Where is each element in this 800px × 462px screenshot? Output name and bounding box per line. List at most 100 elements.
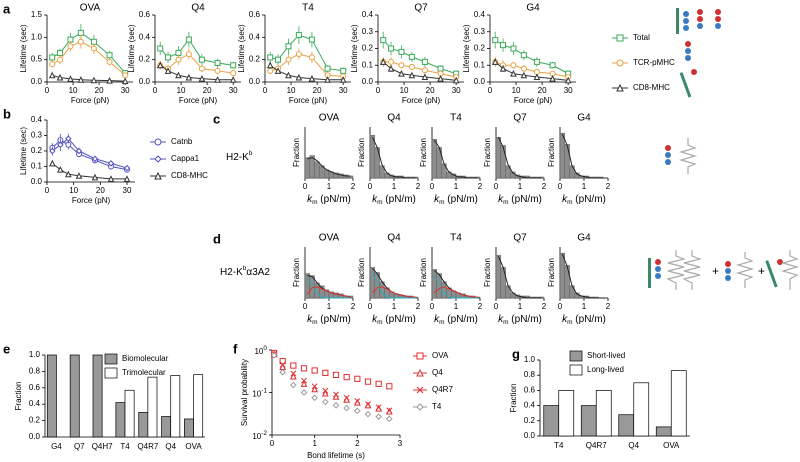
x-axis-label-part: (pN/m)	[383, 194, 416, 205]
y-tick-label: 0.4	[249, 32, 261, 41]
y-tick-label: 0.2	[362, 44, 374, 53]
x-axis-label: Force (pN)	[72, 196, 111, 205]
legend-label: T4	[432, 402, 442, 411]
y-tick-label: 0.0	[524, 431, 536, 440]
x-tick-label: 0	[488, 86, 493, 95]
x-tick-label: 30	[564, 86, 573, 95]
marker	[520, 71, 528, 79]
y-axis-label: Fraction	[547, 138, 556, 167]
y-tick-label: 0.8	[29, 367, 41, 376]
svg-text:+: +	[712, 264, 719, 278]
marker	[300, 365, 308, 372]
histogram-bar	[500, 145, 506, 179]
x-axis-label-part: k	[372, 194, 378, 205]
marker	[520, 65, 527, 72]
marker	[375, 413, 382, 420]
marker	[324, 76, 331, 83]
marker	[311, 394, 318, 402]
marker	[279, 368, 286, 376]
marker	[343, 374, 350, 381]
plot-title: T4	[450, 113, 462, 124]
bar	[92, 354, 103, 438]
marker	[510, 62, 517, 69]
y-tick-label: 0.8	[524, 370, 536, 379]
fit-curve	[561, 253, 606, 299]
x-axis-label-part: m	[439, 319, 444, 326]
x-tick-label: OVA	[185, 442, 202, 451]
bar	[138, 412, 149, 438]
y-tick-label-part: 0.4	[249, 32, 261, 41]
marker	[398, 48, 405, 55]
y-tick-label: 0.6	[29, 383, 41, 392]
marker	[364, 401, 372, 409]
marker	[492, 37, 499, 44]
histogram-bar	[559, 252, 565, 299]
histogram-bar	[564, 144, 570, 179]
y-tick-label: 0.1	[31, 162, 43, 171]
plot-title: OVA	[319, 233, 340, 244]
marker	[91, 173, 99, 181]
y-tick-label-part: 1.5	[31, 10, 43, 19]
x-tick-label: 10	[512, 86, 521, 95]
y-axis-label: Lifetime (sec)	[19, 127, 28, 175]
y-tick-label-part: 1.0	[524, 355, 536, 364]
x-tick-label: Q7	[74, 442, 85, 451]
y-tick-label: 0.4	[31, 115, 43, 124]
y-axis-label: Lifetime (sec)	[350, 24, 359, 72]
marker	[324, 65, 331, 72]
legend-marker	[154, 171, 162, 180]
fit-curve	[307, 157, 351, 177]
y-tick-label-part: 1.0	[29, 350, 41, 359]
marker	[289, 372, 297, 380]
histogram-bar	[569, 285, 575, 299]
marker	[67, 75, 74, 82]
y-tick-label: 1.0	[524, 355, 536, 364]
y-tick-label-part: 0.4	[524, 401, 536, 410]
marker	[510, 45, 517, 52]
y-tick-label: 0.0	[29, 432, 41, 441]
x-tick-label: Q4	[628, 441, 639, 450]
fit-curve	[433, 139, 478, 179]
y-tick-label-part: 0.5	[31, 55, 43, 64]
x-tick-label: T4	[120, 442, 130, 451]
legend-marker	[616, 34, 624, 42]
y-axis-label: Fraction	[509, 384, 518, 413]
marker	[48, 71, 56, 79]
x-axis-label: km (pN/m)	[307, 314, 351, 326]
fit-curve	[372, 286, 416, 298]
series-line	[494, 39, 569, 75]
legend-label: CD8-MHC	[633, 83, 670, 92]
bar	[543, 405, 560, 437]
marker	[295, 51, 302, 58]
legend-label: Total	[633, 33, 650, 42]
x-tick-label: 0	[303, 182, 308, 191]
x-axis-label-part: (pN/m)	[383, 314, 416, 325]
marker	[90, 76, 98, 84]
y-tick-label-part: 0.0	[31, 177, 43, 186]
x-axis-label-part: m	[377, 199, 382, 206]
y-tick-label-part: 0.0	[31, 77, 43, 86]
marker	[499, 64, 507, 72]
x-tick-label: 1	[582, 302, 587, 311]
x-tick-label: Q4	[165, 442, 176, 451]
y-tick-label-part: 0.4	[474, 10, 486, 19]
y-tick-label-part: 0.4	[139, 32, 151, 41]
y-tick-label: 0.4	[29, 399, 41, 408]
marker	[107, 175, 115, 182]
x-axis-label-part: k	[434, 194, 440, 205]
x-tick-label: 2	[351, 302, 356, 311]
marker	[67, 43, 74, 50]
x-tick-label: 0	[430, 302, 435, 311]
panel-label: c	[213, 111, 220, 126]
histogram-bar	[431, 269, 438, 299]
x-axis-label-part: k	[307, 314, 313, 325]
histogram-bar	[539, 296, 545, 299]
marker	[49, 54, 56, 61]
legend-label: Short-lived	[587, 351, 625, 360]
fit-curve	[497, 136, 542, 179]
marker	[214, 76, 221, 83]
marker	[185, 51, 192, 58]
y-tick-label: 0.6	[139, 10, 151, 19]
x-tick-label: 10	[69, 86, 78, 95]
y-tick-label-part: 0.8	[524, 370, 536, 379]
